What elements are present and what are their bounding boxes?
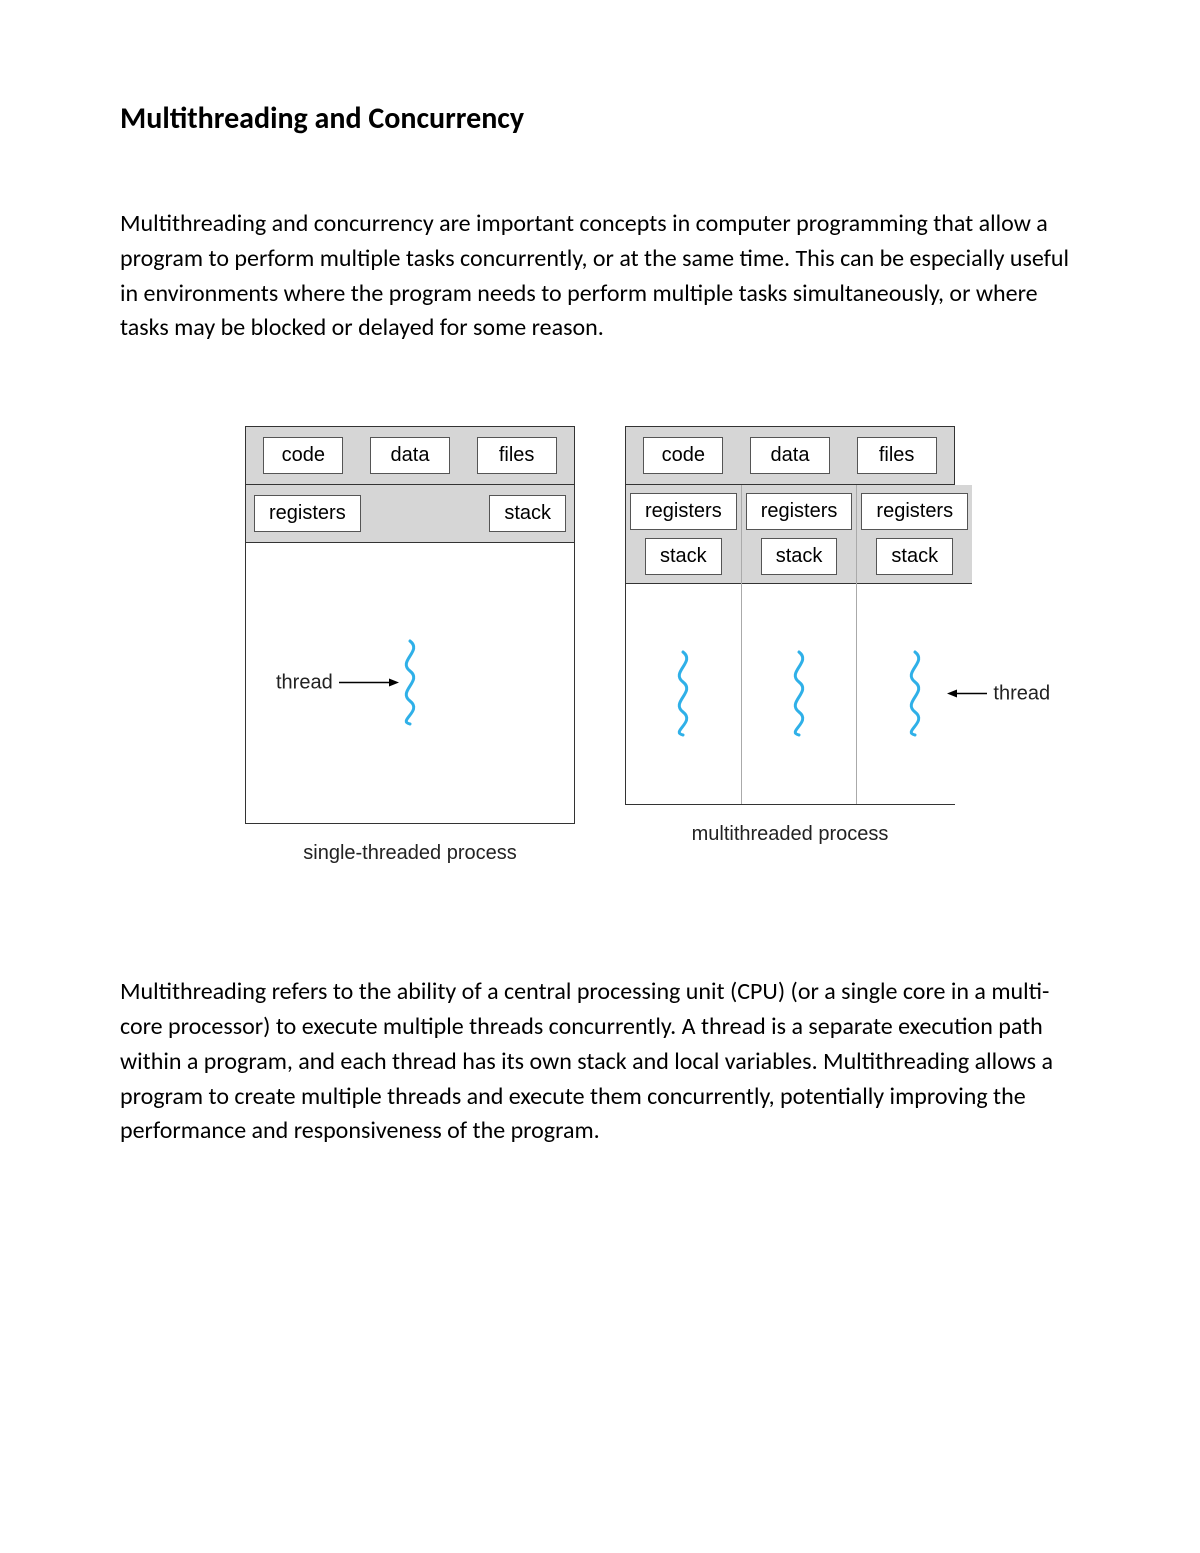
multi-col-2-body [742,584,857,804]
document-page: Multithreading and Concurrency Multithre… [0,0,1200,1349]
single-shared-row: code data files [246,427,574,485]
cell-registers: registers [630,493,737,530]
cell-files: files [477,437,557,474]
thread-text: thread [993,683,1050,706]
single-thread-area: thread [246,543,574,823]
multi-col-3-head: registers stack [857,485,972,584]
cell-data: data [370,437,450,474]
multi-caption: multithreaded process [692,823,889,846]
single-threaded-column: code data files registers stack thread [245,426,575,865]
arrow-left-icon [947,683,987,706]
multi-process-box: code data files registers stack [625,426,955,805]
arrow-right-icon [339,672,399,695]
thread-squiggle-icon [784,647,814,742]
single-caption: single-threaded process [303,842,516,865]
multi-col-1-head: registers stack [626,485,741,584]
thread-label-left: thread [276,672,399,695]
thread-text: thread [276,672,333,695]
cell-stack: stack [761,538,838,575]
cell-stack: stack [876,538,953,575]
cell-code: code [643,437,723,474]
definition-paragraph: Multithreading refers to the ability of … [120,975,1080,1149]
thread-diagram: code data files registers stack thread [120,426,1080,865]
page-title: Multithreading and Concurrency [120,100,1080,137]
cell-code: code [263,437,343,474]
multi-col-3: registers stack [857,485,972,804]
thread-squiggle-icon [395,636,425,731]
multi-col-1-body [626,584,741,804]
multi-col-3-body: thread [857,584,972,804]
multi-col-2: registers stack [742,485,858,804]
single-regstack-row: registers stack [246,485,574,543]
cell-registers: registers [746,493,853,530]
cell-files: files [857,437,937,474]
cell-registers: registers [861,493,968,530]
cell-stack: stack [489,495,566,532]
multi-shared-row: code data files [626,427,954,485]
cell-registers: registers [254,495,361,532]
multi-columns-row: registers stack [626,485,954,804]
multi-col-2-head: registers stack [742,485,857,584]
cell-data: data [750,437,830,474]
cell-stack: stack [645,538,722,575]
single-process-box: code data files registers stack thread [245,426,575,824]
thread-squiggle-icon [668,647,698,742]
multi-col-1: registers stack [626,485,742,804]
thread-squiggle-icon [900,647,930,742]
intro-paragraph: Multithreading and concurrency are impor… [120,207,1080,346]
thread-label-right: thread [947,683,1050,706]
multithreaded-column: code data files registers stack [625,426,955,865]
